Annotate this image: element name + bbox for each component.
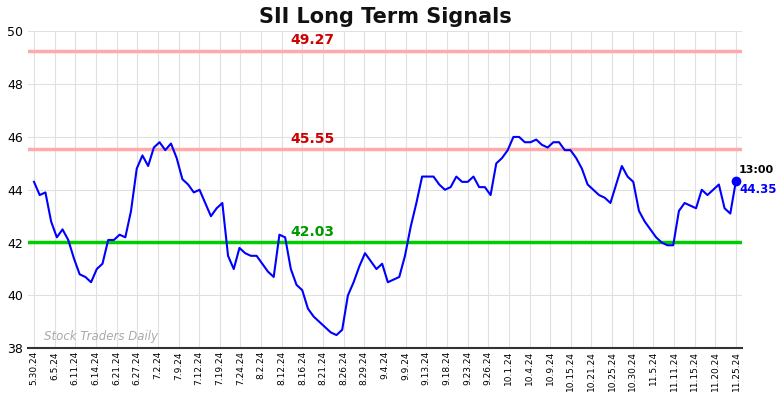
- Text: 44.35: 44.35: [739, 183, 777, 196]
- Title: SII Long Term Signals: SII Long Term Signals: [259, 7, 511, 27]
- Text: 42.03: 42.03: [291, 224, 335, 239]
- Text: 13:00: 13:00: [739, 165, 775, 175]
- Text: 49.27: 49.27: [291, 33, 335, 47]
- Text: 45.55: 45.55: [291, 132, 335, 146]
- Text: Stock Traders Daily: Stock Traders Daily: [45, 330, 158, 343]
